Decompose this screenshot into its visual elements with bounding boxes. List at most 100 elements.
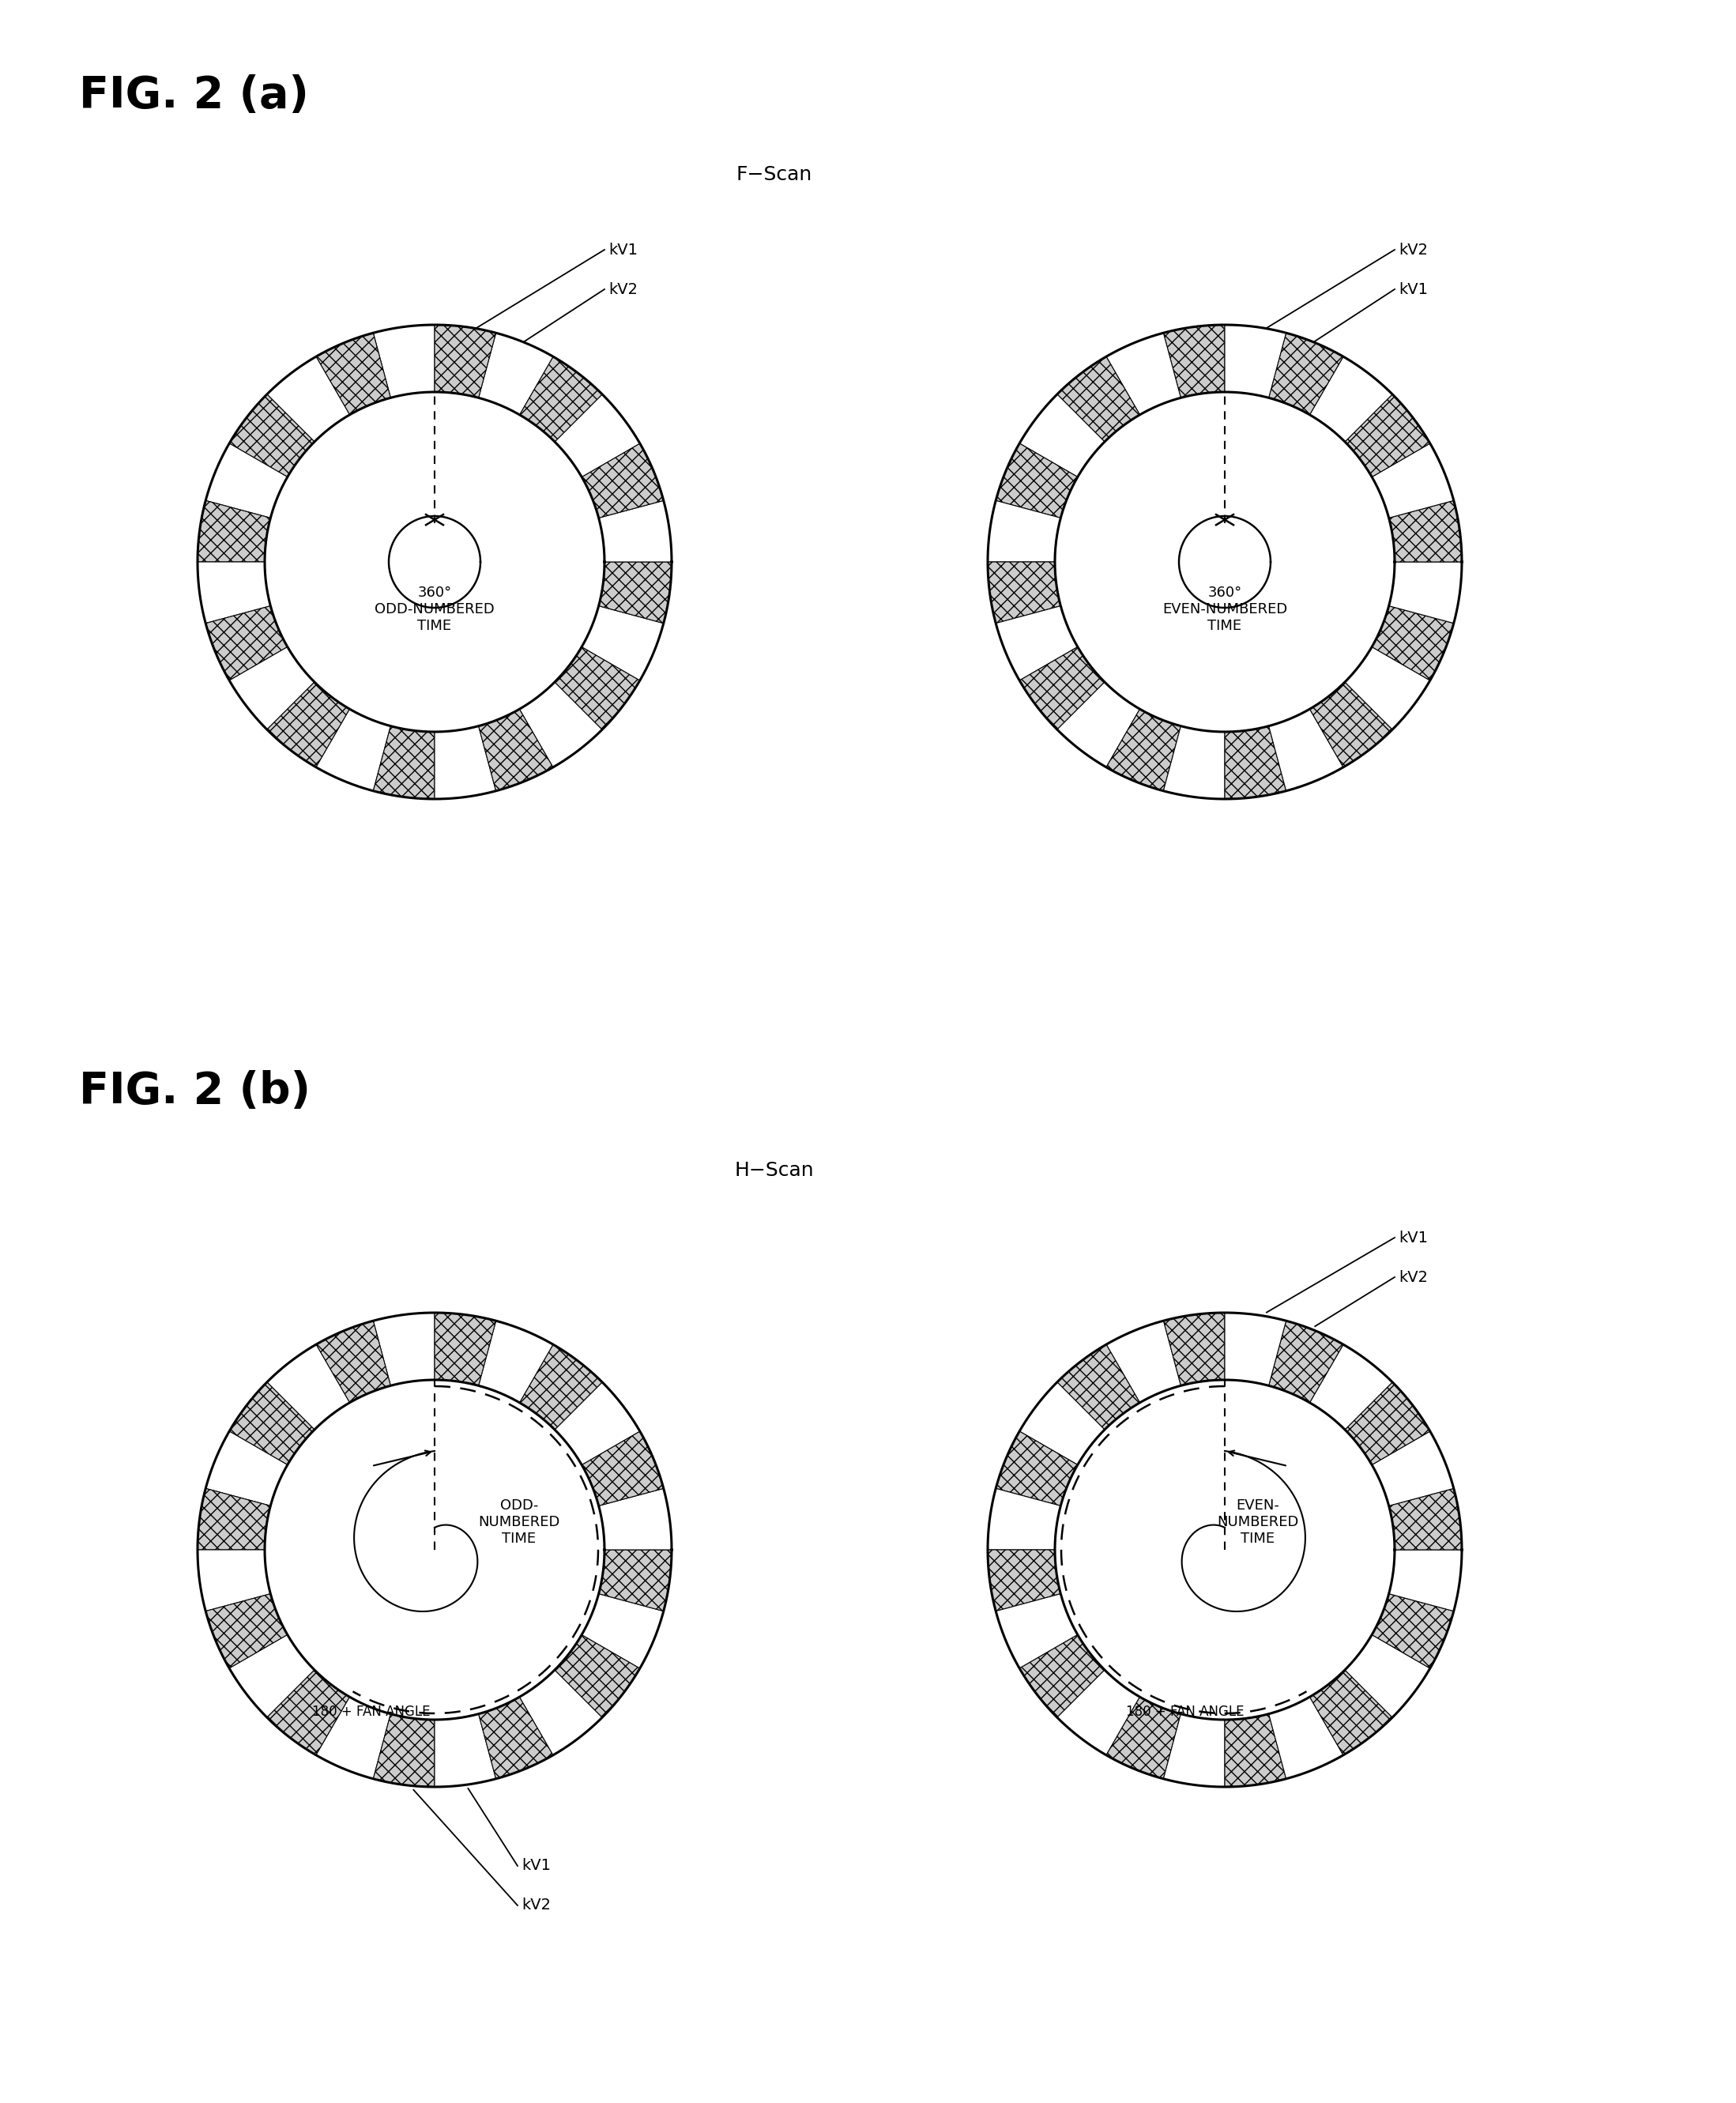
Polygon shape [198, 1550, 271, 1611]
Polygon shape [599, 1550, 672, 1611]
Polygon shape [479, 332, 554, 414]
Polygon shape [1057, 1670, 1141, 1756]
Polygon shape [434, 726, 496, 799]
Polygon shape [198, 1489, 271, 1550]
Polygon shape [1163, 726, 1226, 799]
Polygon shape [519, 681, 602, 768]
Polygon shape [556, 1634, 641, 1718]
Polygon shape [229, 1382, 314, 1466]
Polygon shape [198, 501, 271, 562]
Polygon shape [582, 606, 663, 681]
Polygon shape [267, 1670, 349, 1756]
Polygon shape [1163, 1312, 1226, 1386]
Polygon shape [599, 501, 672, 562]
Text: kV1: kV1 [608, 242, 637, 257]
Polygon shape [519, 1670, 602, 1756]
Polygon shape [599, 1489, 672, 1550]
Polygon shape [316, 1321, 391, 1403]
Polygon shape [1309, 681, 1392, 768]
Polygon shape [1309, 1670, 1392, 1756]
Polygon shape [582, 1432, 663, 1506]
Polygon shape [1345, 393, 1430, 477]
Text: EVEN-
NUMBERED
TIME: EVEN- NUMBERED TIME [1217, 1499, 1299, 1546]
Polygon shape [1057, 681, 1141, 768]
Polygon shape [316, 709, 391, 791]
Polygon shape [996, 606, 1078, 681]
Polygon shape [316, 1697, 391, 1779]
Text: kV1: kV1 [1399, 1230, 1427, 1245]
Polygon shape [1389, 1550, 1462, 1611]
Polygon shape [1019, 1634, 1104, 1718]
Polygon shape [988, 562, 1061, 622]
Polygon shape [205, 1432, 288, 1506]
Polygon shape [1371, 606, 1453, 681]
Polygon shape [434, 1714, 496, 1788]
Polygon shape [434, 324, 496, 397]
Polygon shape [267, 1344, 349, 1430]
Text: FIG. 2 (a): FIG. 2 (a) [80, 74, 309, 118]
Polygon shape [1163, 324, 1226, 397]
Polygon shape [996, 1432, 1078, 1506]
Polygon shape [988, 1489, 1061, 1550]
Polygon shape [1345, 1382, 1430, 1466]
Polygon shape [519, 1344, 602, 1430]
Polygon shape [267, 681, 349, 768]
Text: kV2: kV2 [608, 282, 637, 297]
Polygon shape [229, 393, 314, 477]
Polygon shape [205, 1594, 288, 1668]
Text: kV1: kV1 [1399, 282, 1427, 297]
Text: kV2: kV2 [521, 1897, 550, 1914]
Polygon shape [198, 562, 271, 622]
Polygon shape [599, 562, 672, 622]
Polygon shape [1345, 1634, 1430, 1718]
Polygon shape [1371, 1594, 1453, 1668]
Polygon shape [1226, 1312, 1286, 1386]
Polygon shape [373, 1714, 434, 1788]
Text: 360°
EVEN-NUMBERED
TIME: 360° EVEN-NUMBERED TIME [1161, 587, 1288, 633]
Text: 180 + FAN ANGLE: 180 + FAN ANGLE [312, 1706, 431, 1718]
Polygon shape [205, 444, 288, 517]
Text: 360°
ODD-NUMBERED
TIME: 360° ODD-NUMBERED TIME [375, 587, 495, 633]
Polygon shape [1269, 332, 1344, 414]
Polygon shape [1309, 358, 1392, 442]
Polygon shape [582, 444, 663, 517]
Polygon shape [988, 501, 1061, 562]
Polygon shape [996, 1594, 1078, 1668]
Text: kV1: kV1 [521, 1859, 550, 1874]
Polygon shape [205, 606, 288, 681]
Polygon shape [373, 1312, 434, 1386]
Polygon shape [1019, 1382, 1104, 1466]
Polygon shape [229, 1634, 314, 1718]
Text: ODD-
NUMBERED
TIME: ODD- NUMBERED TIME [477, 1499, 559, 1546]
Polygon shape [1371, 1432, 1453, 1506]
Polygon shape [1226, 1714, 1286, 1788]
Polygon shape [373, 324, 434, 397]
Polygon shape [988, 1550, 1061, 1611]
Polygon shape [1309, 1344, 1392, 1430]
Polygon shape [479, 709, 554, 791]
Polygon shape [1019, 393, 1104, 477]
Polygon shape [1269, 1697, 1344, 1779]
Polygon shape [373, 726, 434, 799]
Polygon shape [229, 648, 314, 730]
Polygon shape [1389, 562, 1462, 622]
Polygon shape [1226, 324, 1286, 397]
Polygon shape [1389, 1489, 1462, 1550]
Text: 180 + FAN ANGLE: 180 + FAN ANGLE [1127, 1706, 1245, 1718]
Text: FIG. 2 (b): FIG. 2 (b) [80, 1070, 311, 1112]
Polygon shape [519, 358, 602, 442]
Polygon shape [1106, 332, 1180, 414]
Polygon shape [1019, 648, 1104, 730]
Polygon shape [1269, 1321, 1344, 1403]
Polygon shape [267, 358, 349, 442]
Text: kV2: kV2 [1399, 1270, 1427, 1285]
Polygon shape [1106, 1321, 1180, 1403]
Polygon shape [1106, 1697, 1180, 1779]
Polygon shape [556, 393, 641, 477]
Polygon shape [996, 444, 1078, 517]
Polygon shape [1269, 709, 1344, 791]
Text: F−Scan: F−Scan [736, 166, 812, 185]
Polygon shape [1163, 1714, 1226, 1788]
Polygon shape [1371, 444, 1453, 517]
Text: kV2: kV2 [1399, 242, 1427, 257]
